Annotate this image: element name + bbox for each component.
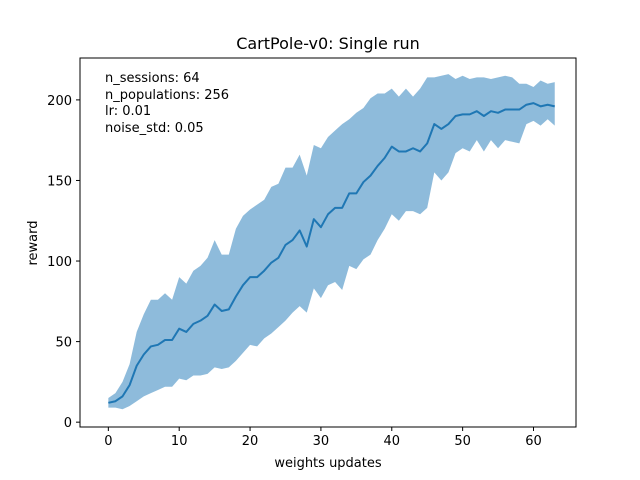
- chart-title: CartPole-v0: Single run: [236, 34, 420, 53]
- y-ticks: 0 50 100 150 200: [47, 94, 80, 431]
- x-ticks: 0 10 20 30 40 50 60: [104, 427, 542, 449]
- annotation-n-sessions: n_sessions: 64: [105, 71, 200, 86]
- annotation-n-populations: n_populations: 256: [105, 88, 229, 103]
- confidence-band-layer: [108, 74, 555, 410]
- x-tick-label: 40: [383, 434, 400, 449]
- annotation-box: n_sessions: 64 n_populations: 256 lr: 0.…: [105, 71, 229, 136]
- mean-line-layer: [108, 102, 555, 404]
- x-tick-label: 20: [242, 434, 259, 449]
- annotation-lr: lr: 0.01: [105, 104, 151, 119]
- confidence-band: [108, 74, 555, 410]
- x-tick-label: 50: [454, 434, 471, 449]
- y-tick-label: 0: [64, 416, 72, 431]
- x-tick-label: 30: [313, 434, 330, 449]
- axes-frame: [79, 57, 577, 428]
- x-tick-label: 10: [171, 434, 188, 449]
- annotation-noise-std: noise_std: 0.05: [105, 121, 204, 136]
- y-tick-label: 200: [47, 94, 72, 109]
- y-axis-label: reward: [26, 220, 41, 265]
- y-tick-label: 50: [55, 336, 72, 351]
- mean-reward-line: [108, 102, 555, 404]
- x-tick-label: 0: [104, 434, 112, 449]
- x-axis-label: weights updates: [274, 456, 382, 471]
- y-tick-label: 100: [47, 255, 72, 270]
- y-tick-label: 150: [47, 174, 72, 189]
- x-tick-label: 60: [525, 434, 542, 449]
